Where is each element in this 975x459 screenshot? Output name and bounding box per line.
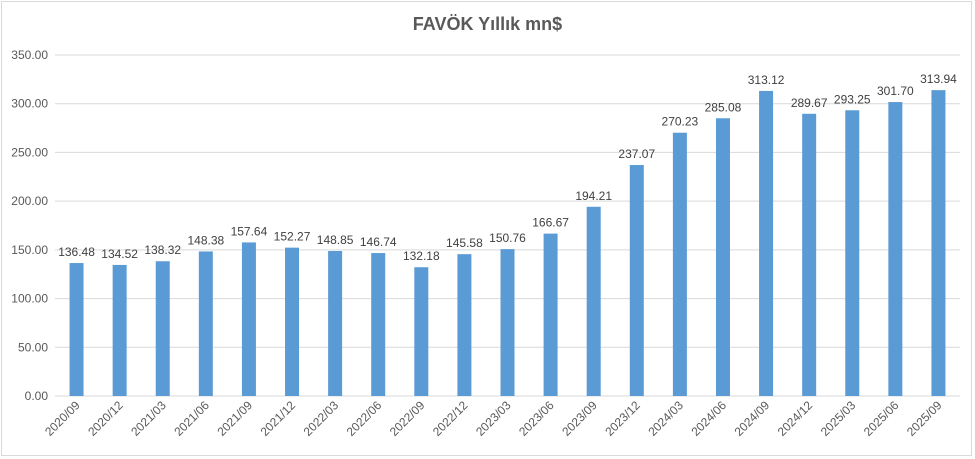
y-tick-label: 250.00 xyxy=(11,145,48,159)
y-tick-label: 350.00 xyxy=(11,48,48,62)
bar xyxy=(371,253,386,396)
x-tick-label: 2023/03 xyxy=(473,398,514,439)
data-label: 237.07 xyxy=(618,147,655,161)
bar xyxy=(888,102,903,397)
x-tick-label: 2025/03 xyxy=(818,398,859,439)
x-tick-label: 2024/06 xyxy=(689,398,730,439)
data-label: 146.74 xyxy=(360,235,397,249)
bar xyxy=(285,247,300,396)
bar xyxy=(802,113,817,396)
bar xyxy=(715,118,730,397)
data-label: 148.85 xyxy=(317,233,354,247)
y-tick-label: 300.00 xyxy=(11,97,48,111)
data-label: 301.70 xyxy=(877,84,914,98)
bar xyxy=(672,132,687,397)
bar xyxy=(629,165,644,396)
bar xyxy=(112,264,127,396)
x-tick-label: 2025/09 xyxy=(904,398,945,439)
data-label: 134.52 xyxy=(101,247,138,261)
x-tick-label: 2021/03 xyxy=(128,398,169,439)
data-label: 145.58 xyxy=(446,236,483,250)
data-label: 152.27 xyxy=(274,230,311,244)
x-tick-label: 2021/06 xyxy=(171,398,212,439)
x-tick-label: 2024/03 xyxy=(645,398,686,439)
bar xyxy=(198,251,213,396)
data-label: 138.32 xyxy=(144,243,181,257)
y-tick-label: 0.00 xyxy=(25,389,49,403)
data-label: 194.21 xyxy=(575,189,612,203)
data-label: 293.25 xyxy=(834,92,871,106)
chart-title: FAVÖK Yıllık mn$ xyxy=(412,14,563,34)
x-tick-label: 2022/03 xyxy=(301,398,342,439)
bar xyxy=(155,261,170,396)
data-label: 132.18 xyxy=(403,249,440,263)
x-tick-label: 2020/12 xyxy=(85,398,126,439)
bar xyxy=(931,90,946,396)
bar xyxy=(845,110,860,396)
data-label: 157.64 xyxy=(231,224,268,238)
bar xyxy=(241,242,256,396)
data-label: 148.38 xyxy=(187,233,224,247)
x-tick-label: 2022/06 xyxy=(344,398,385,439)
data-label: 150.76 xyxy=(489,231,526,245)
bar xyxy=(414,267,429,396)
y-tick-label: 150.00 xyxy=(11,243,48,257)
bar xyxy=(586,206,601,396)
x-tick-label: 2020/09 xyxy=(42,398,83,439)
bar xyxy=(328,250,343,396)
x-tick-label: 2025/06 xyxy=(861,398,902,439)
data-label: 136.48 xyxy=(58,245,95,259)
x-tick-label: 2021/12 xyxy=(258,398,299,439)
x-tick-label: 2022/09 xyxy=(387,398,428,439)
data-label: 313.12 xyxy=(748,73,785,87)
x-tick-label: 2022/12 xyxy=(430,398,471,439)
x-tick-label: 2023/12 xyxy=(602,398,643,439)
x-tick-label: 2024/12 xyxy=(775,398,816,439)
x-tick-label: 2021/09 xyxy=(214,398,255,439)
bar xyxy=(69,263,84,396)
data-label: 313.94 xyxy=(920,72,957,86)
bar xyxy=(500,249,515,396)
y-tick-label: 50.00 xyxy=(18,340,48,354)
x-tick-label: 2024/09 xyxy=(732,398,773,439)
data-label: 285.08 xyxy=(705,100,742,114)
bar xyxy=(457,254,472,396)
x-tick-label: 2023/06 xyxy=(516,398,557,439)
data-label: 166.67 xyxy=(532,216,569,230)
data-label: 289.67 xyxy=(791,96,828,110)
data-label: 270.23 xyxy=(662,115,699,129)
bar xyxy=(759,90,774,397)
x-tick-label: 2023/09 xyxy=(559,398,600,439)
bar xyxy=(543,233,558,396)
y-tick-label: 200.00 xyxy=(11,194,48,208)
y-tick-label: 100.00 xyxy=(11,292,48,306)
